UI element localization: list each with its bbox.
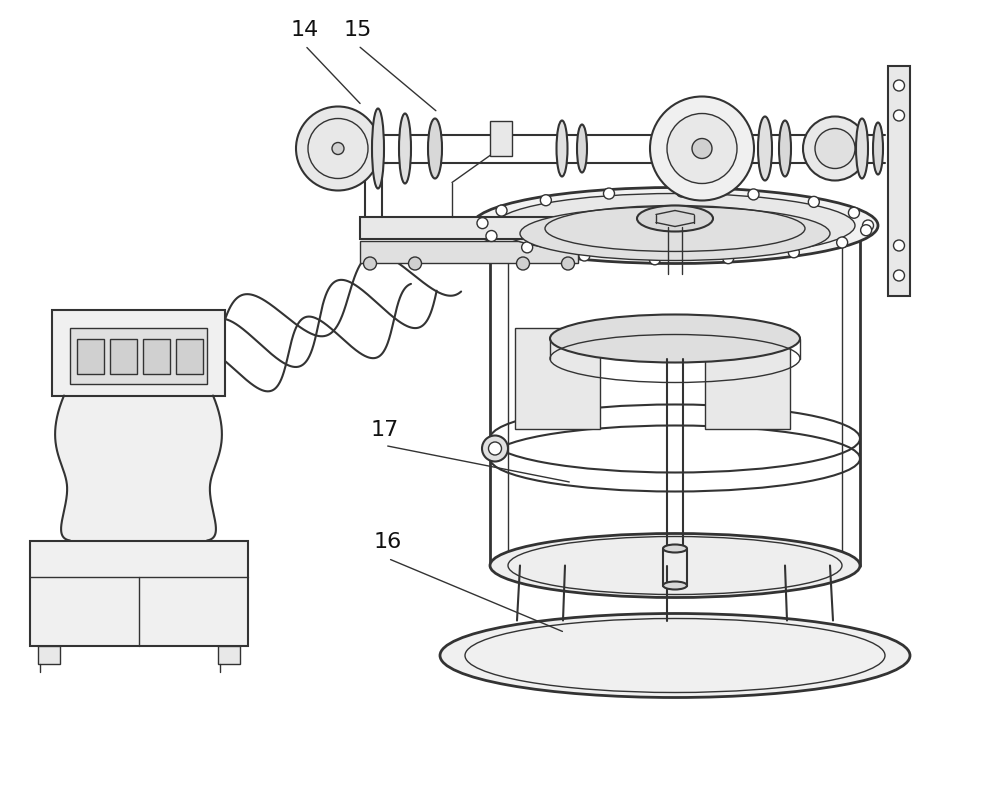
Ellipse shape [637,206,713,231]
Bar [110,339,137,373]
Bar [888,66,910,296]
Circle shape [861,225,872,235]
Ellipse shape [520,207,830,260]
Circle shape [496,205,507,216]
Circle shape [650,96,754,200]
Bar [30,541,248,646]
Circle shape [562,257,575,270]
Ellipse shape [372,108,384,188]
Circle shape [603,188,614,199]
Bar [52,311,225,396]
Circle shape [723,252,734,264]
Bar [515,328,600,429]
Circle shape [894,80,904,91]
Circle shape [332,143,344,155]
Ellipse shape [873,123,883,175]
Ellipse shape [758,116,772,180]
Circle shape [848,207,859,218]
Circle shape [409,257,422,270]
Ellipse shape [440,614,910,698]
Text: 17: 17 [371,420,399,440]
Circle shape [808,196,819,207]
Ellipse shape [779,120,791,176]
Circle shape [486,231,497,242]
Circle shape [815,128,855,168]
Bar [360,240,578,263]
Circle shape [692,139,712,159]
Bar [705,328,790,429]
Circle shape [579,250,590,261]
Circle shape [488,442,502,455]
Ellipse shape [472,187,878,264]
Circle shape [649,254,660,265]
Circle shape [296,107,380,191]
Bar [218,646,240,663]
Circle shape [522,242,533,253]
Ellipse shape [550,315,800,363]
Ellipse shape [856,119,868,179]
Ellipse shape [663,582,687,590]
Text: 16: 16 [374,533,402,553]
Circle shape [540,195,551,206]
Bar [176,339,203,373]
Bar [70,328,207,384]
Bar [38,646,60,663]
Bar [360,216,578,239]
Circle shape [516,257,530,270]
Circle shape [482,436,508,461]
Circle shape [364,257,376,270]
Circle shape [837,237,848,248]
Text: 15: 15 [344,19,372,39]
Ellipse shape [663,545,687,553]
Ellipse shape [577,124,587,172]
Circle shape [667,114,737,183]
Ellipse shape [428,119,442,179]
Circle shape [788,247,799,258]
Bar [77,339,104,373]
Circle shape [894,270,904,281]
Circle shape [862,220,874,231]
Circle shape [894,110,904,121]
Circle shape [477,218,488,228]
Text: 14: 14 [291,19,319,39]
Circle shape [894,240,904,251]
Circle shape [748,189,759,200]
Ellipse shape [490,533,860,598]
Ellipse shape [556,120,568,176]
Ellipse shape [399,114,411,183]
Bar [490,120,512,155]
Bar [143,339,170,373]
Ellipse shape [495,194,855,257]
Circle shape [676,186,687,197]
Circle shape [803,116,867,180]
